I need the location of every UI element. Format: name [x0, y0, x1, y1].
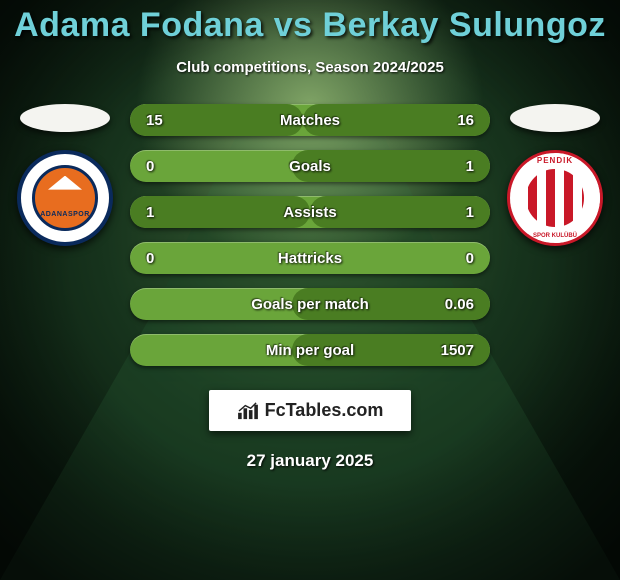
- stat-bar: 0 Goals 1: [130, 150, 490, 182]
- brand-chart-icon: [237, 402, 259, 420]
- bar-right-value: 1: [434, 158, 474, 175]
- bar-right-value: 1507: [434, 342, 474, 359]
- stat-bars: 15 Matches 16 0 Goals 1 1 Assists 1 0 Hattricks 0 Go…: [130, 104, 490, 366]
- bar-left-value: 15: [146, 112, 186, 129]
- right-club-sub: SPOR KULÜBÜ: [510, 233, 600, 239]
- stat-bar: 15 Matches 16: [130, 104, 490, 136]
- brand-text: FcTables.com: [265, 400, 384, 421]
- right-club-name: PENDIK: [510, 156, 600, 165]
- left-player-side: ADANASPOR: [10, 104, 120, 246]
- date-text: 27 january 2025: [247, 451, 374, 471]
- left-club-badge: ADANASPOR: [17, 150, 113, 246]
- left-country-ellipse: [20, 104, 110, 132]
- right-club-ring: [510, 153, 600, 243]
- bar-right-value: 16: [434, 112, 474, 129]
- brand-box: FcTables.com: [209, 390, 412, 431]
- bar-right-value: 0: [434, 250, 474, 267]
- bar-label: Assists: [283, 204, 336, 221]
- right-player-side: PENDIK SPOR KULÜBÜ: [500, 104, 610, 246]
- bar-left-value: 1: [146, 204, 186, 221]
- left-club-name: ADANASPOR: [40, 211, 90, 218]
- bar-label: Goals: [289, 158, 331, 175]
- bar-right-value: 1: [434, 204, 474, 221]
- subtitle: Club competitions, Season 2024/2025: [176, 59, 444, 76]
- right-club-badge: PENDIK SPOR KULÜBÜ: [507, 150, 603, 246]
- bar-label: Min per goal: [266, 342, 354, 359]
- stat-bar: 1 Assists 1: [130, 196, 490, 228]
- bar-left-value: 0: [146, 250, 186, 267]
- stat-bar: Min per goal 1507: [130, 334, 490, 366]
- right-country-ellipse: [510, 104, 600, 132]
- bar-left-value: 0: [146, 158, 186, 175]
- page-title: Adama Fodana vs Berkay Sulungoz: [14, 6, 606, 45]
- stat-bar: 0 Hattricks 0: [130, 242, 490, 274]
- bar-right-value: 0.06: [434, 296, 474, 313]
- bar-label: Matches: [280, 112, 340, 129]
- content-root: Adama Fodana vs Berkay Sulungoz Club com…: [0, 0, 620, 580]
- bar-label: Goals per match: [251, 296, 369, 313]
- stat-bar: Goals per match 0.06: [130, 288, 490, 320]
- bar-label: Hattricks: [278, 250, 342, 267]
- comparison-row: ADANASPOR 15 Matches 16 0 Goals 1 1 Assists 1 0 Ha…: [0, 104, 620, 366]
- left-club-inner: ADANASPOR: [32, 165, 99, 232]
